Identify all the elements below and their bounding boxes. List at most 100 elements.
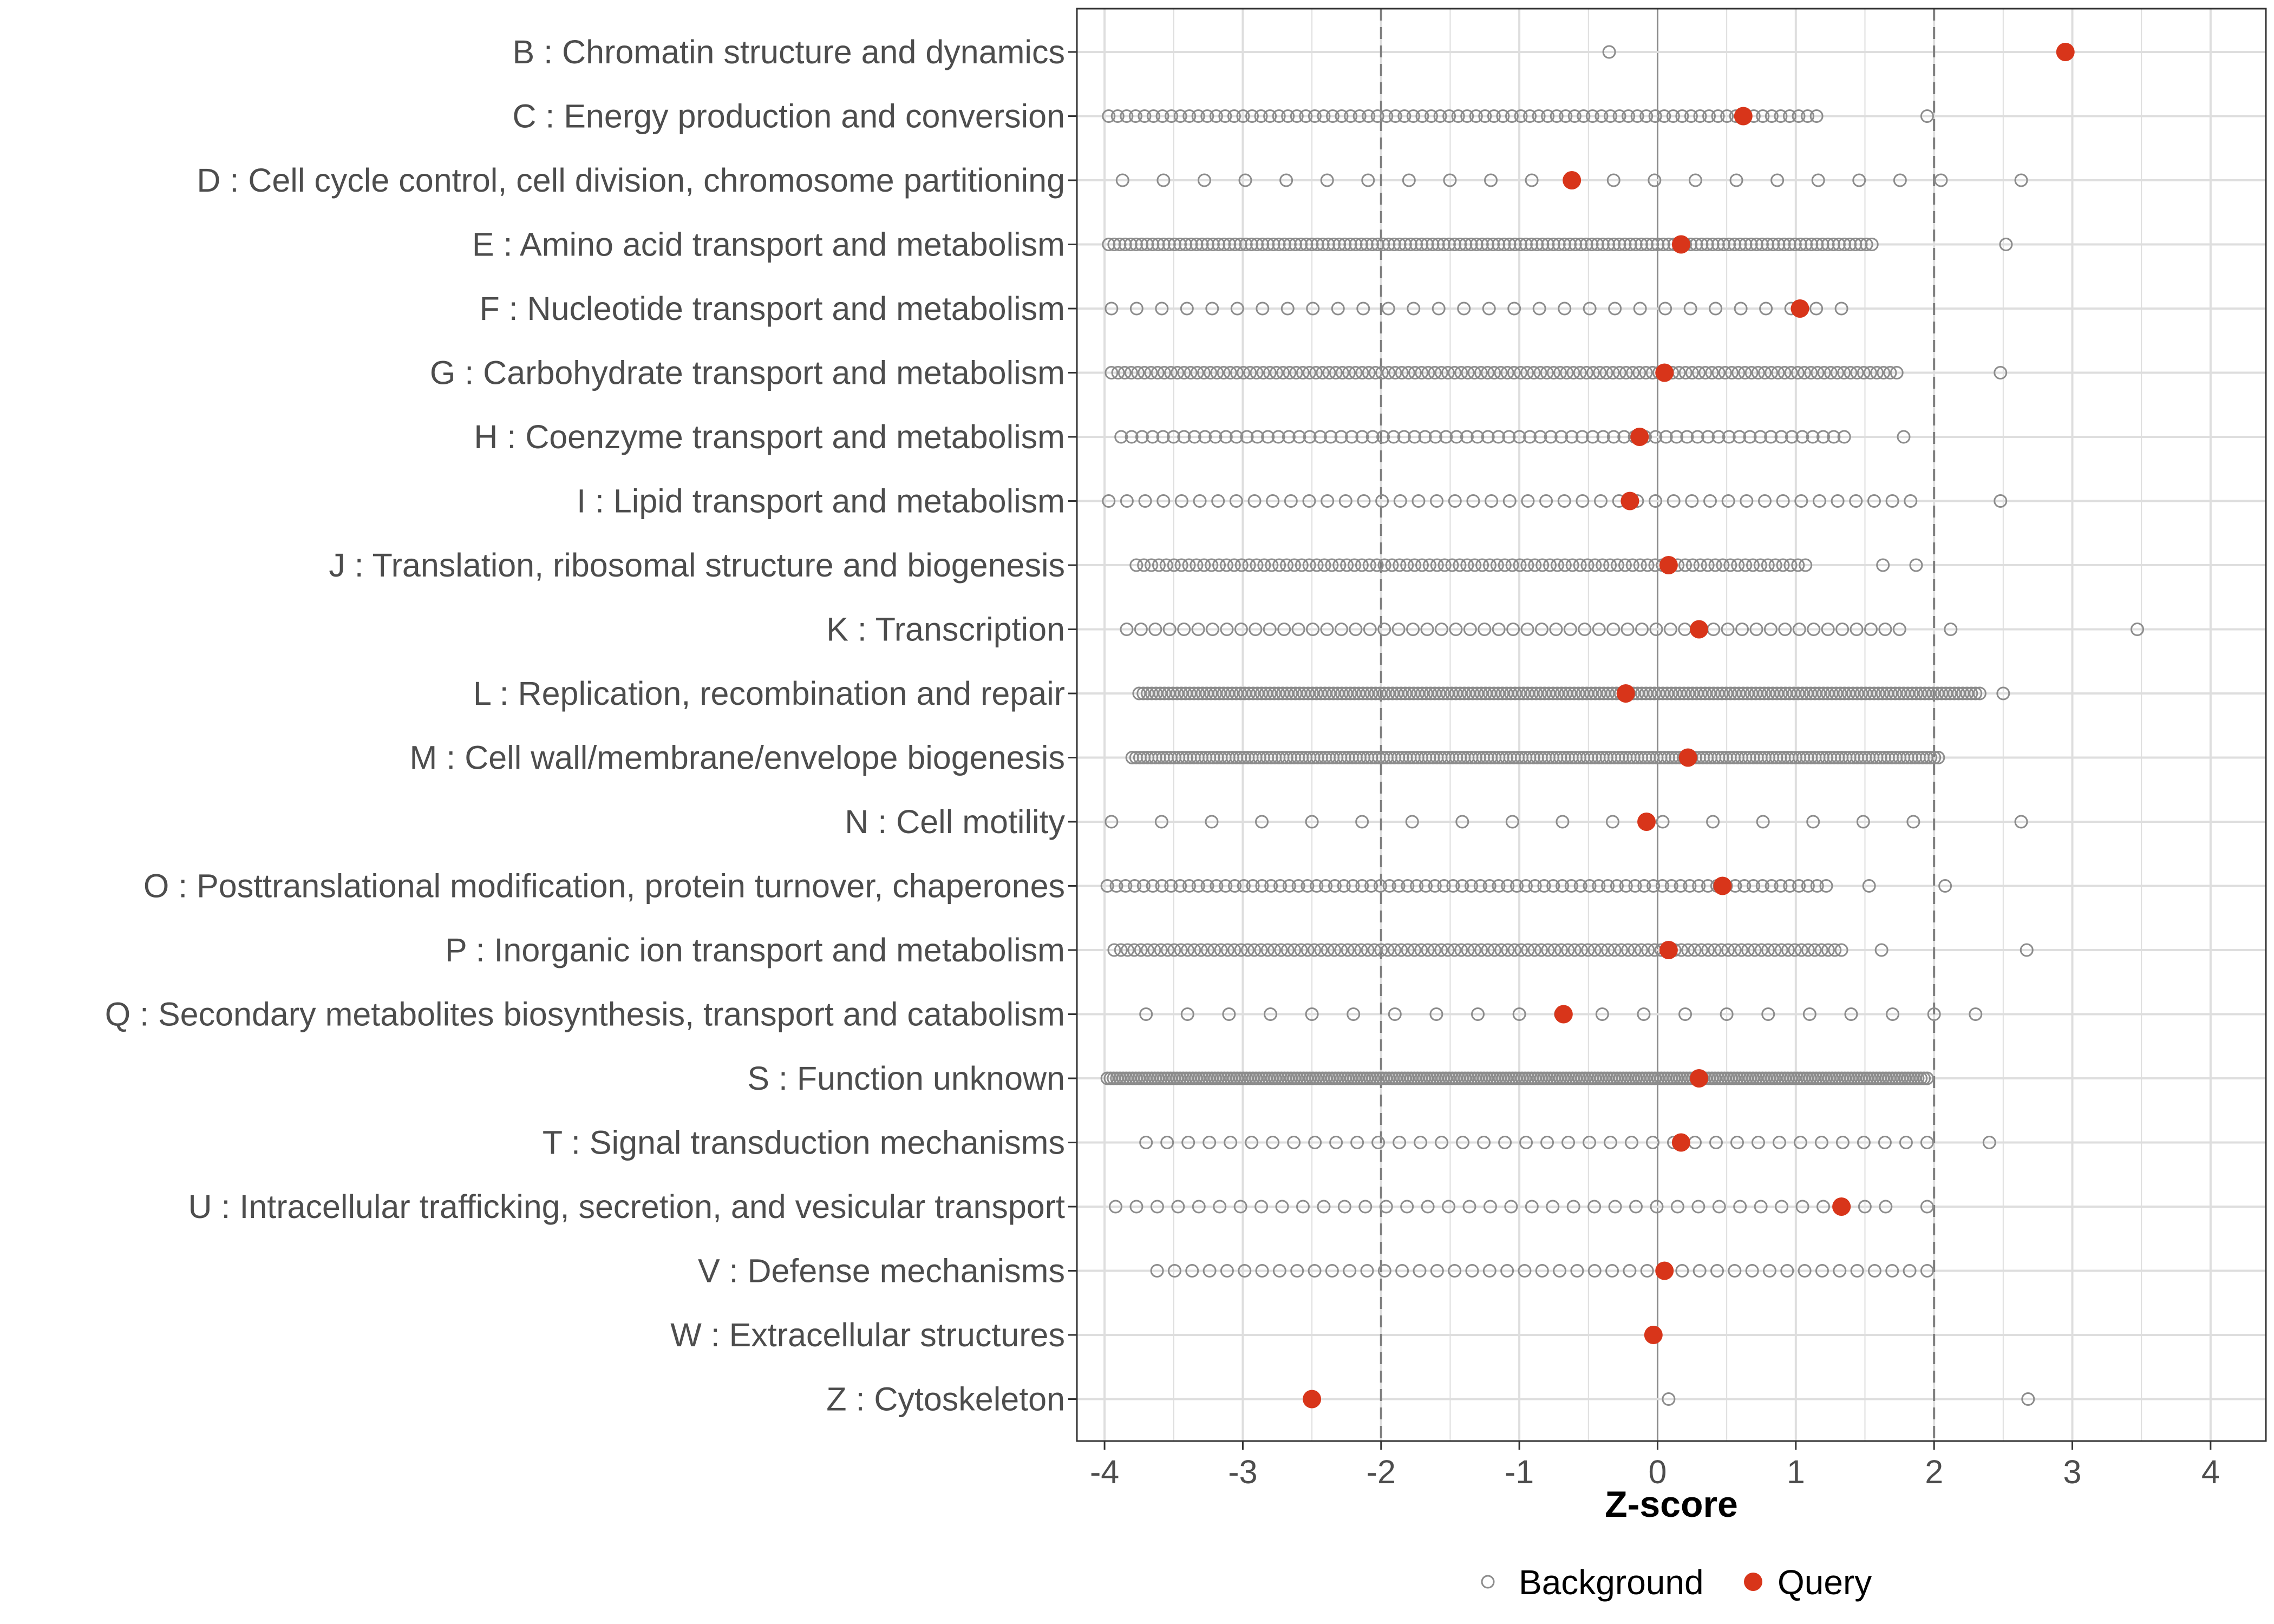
background-point — [1198, 430, 1212, 444]
background-point — [1447, 943, 1461, 957]
background-point — [1448, 1264, 1462, 1278]
background-point — [1462, 1200, 1476, 1214]
background-point — [1329, 366, 1343, 379]
background-point — [1387, 238, 1401, 251]
background-point — [1166, 430, 1180, 444]
background-point — [1924, 751, 1938, 764]
query-point — [1303, 1390, 1322, 1409]
y-tick-label: V : Defense mechanisms — [698, 1253, 1065, 1289]
background-point — [1388, 366, 1402, 379]
background-point — [1239, 238, 1253, 251]
background-point — [1721, 623, 1735, 636]
background-point — [1528, 558, 1542, 572]
background-point — [1876, 558, 1890, 572]
background-point — [1345, 430, 1359, 444]
background-point — [1573, 879, 1587, 893]
background-point — [1227, 943, 1241, 957]
background-point — [1217, 366, 1231, 379]
background-point — [1927, 1007, 1941, 1021]
background-point — [1566, 1200, 1580, 1214]
background-point — [1256, 366, 1270, 379]
background-point — [1148, 623, 1162, 636]
y-tick-label: C : Energy production and conversion — [512, 98, 1065, 135]
background-point — [1494, 366, 1508, 379]
background-point — [1220, 623, 1234, 636]
background-point — [1540, 366, 1554, 379]
background-point — [1382, 879, 1396, 893]
background-point — [1305, 1007, 1319, 1021]
background-point — [1604, 1136, 1618, 1149]
background-point — [1507, 366, 1521, 379]
background-point — [1473, 879, 1487, 893]
background-point — [1420, 623, 1434, 636]
background-point — [1741, 943, 1755, 957]
background-point — [1550, 558, 1564, 572]
background-point — [1692, 366, 1706, 379]
background-point — [1870, 366, 1884, 379]
background-point — [1634, 238, 1648, 251]
background-point — [1561, 1136, 1576, 1149]
background-point — [1552, 238, 1566, 251]
background-point — [1814, 1136, 1828, 1149]
background-point — [1460, 558, 1474, 572]
background-point — [1314, 943, 1328, 957]
background-point — [1633, 302, 1647, 316]
background-point — [1250, 430, 1264, 444]
background-point — [1716, 558, 1730, 572]
background-point — [1506, 623, 1520, 636]
background-point — [1780, 1264, 1794, 1278]
background-point — [1749, 238, 1763, 251]
background-point — [1832, 238, 1846, 251]
background-point — [1478, 623, 1492, 636]
background-point — [1134, 943, 1148, 957]
background-point — [1734, 943, 1748, 957]
background-point — [1421, 1200, 1435, 1214]
background-point — [1693, 558, 1707, 572]
background-point — [1146, 879, 1160, 893]
background-point — [1607, 238, 1621, 251]
background-point — [1475, 238, 1489, 251]
background-point — [1523, 109, 1537, 123]
background-point — [1234, 558, 1249, 572]
background-point — [1371, 238, 1385, 251]
background-point — [1603, 109, 1617, 123]
background-point — [1325, 1264, 1339, 1278]
background-point — [1287, 1136, 1301, 1149]
background-point — [1145, 558, 1159, 572]
y-axis-labels: B : Chromatin structure and dynamics C : … — [105, 34, 1066, 1418]
background-point — [1355, 879, 1369, 893]
background-point — [1731, 366, 1746, 379]
background-point — [1277, 623, 1291, 636]
background-point — [1242, 558, 1256, 572]
background-point — [1282, 879, 1296, 893]
background-point — [1655, 879, 1669, 893]
background-point — [1478, 109, 1492, 123]
query-point — [1644, 1326, 1663, 1344]
y-tick-label: I : Lipid transport and metabolism — [577, 483, 1065, 520]
background-point — [1407, 943, 1421, 957]
background-point — [1284, 494, 1298, 508]
background-point — [1128, 109, 1142, 123]
background-point — [1518, 1264, 1532, 1278]
background-point — [1302, 494, 1316, 508]
background-point — [1498, 558, 1512, 572]
background-point — [1593, 366, 1607, 379]
background-point — [1816, 430, 1830, 444]
background-point — [1228, 238, 1242, 251]
background-point — [1264, 879, 1278, 893]
background-point — [1558, 558, 1572, 572]
background-point — [1344, 109, 1358, 123]
background-point — [1711, 109, 1725, 123]
background-point — [1267, 943, 1282, 957]
background-point — [1240, 430, 1254, 444]
background-point — [1592, 623, 1606, 636]
y-axis-ticks — [1068, 51, 1077, 1400]
background-point — [1890, 366, 1904, 379]
background-point — [1432, 302, 1446, 316]
background-point — [1138, 366, 1152, 379]
background-point — [1230, 366, 1244, 379]
background-point — [1628, 879, 1642, 893]
background-point — [1774, 109, 1788, 123]
background-point — [1809, 109, 1824, 123]
background-point — [1798, 1264, 1812, 1278]
